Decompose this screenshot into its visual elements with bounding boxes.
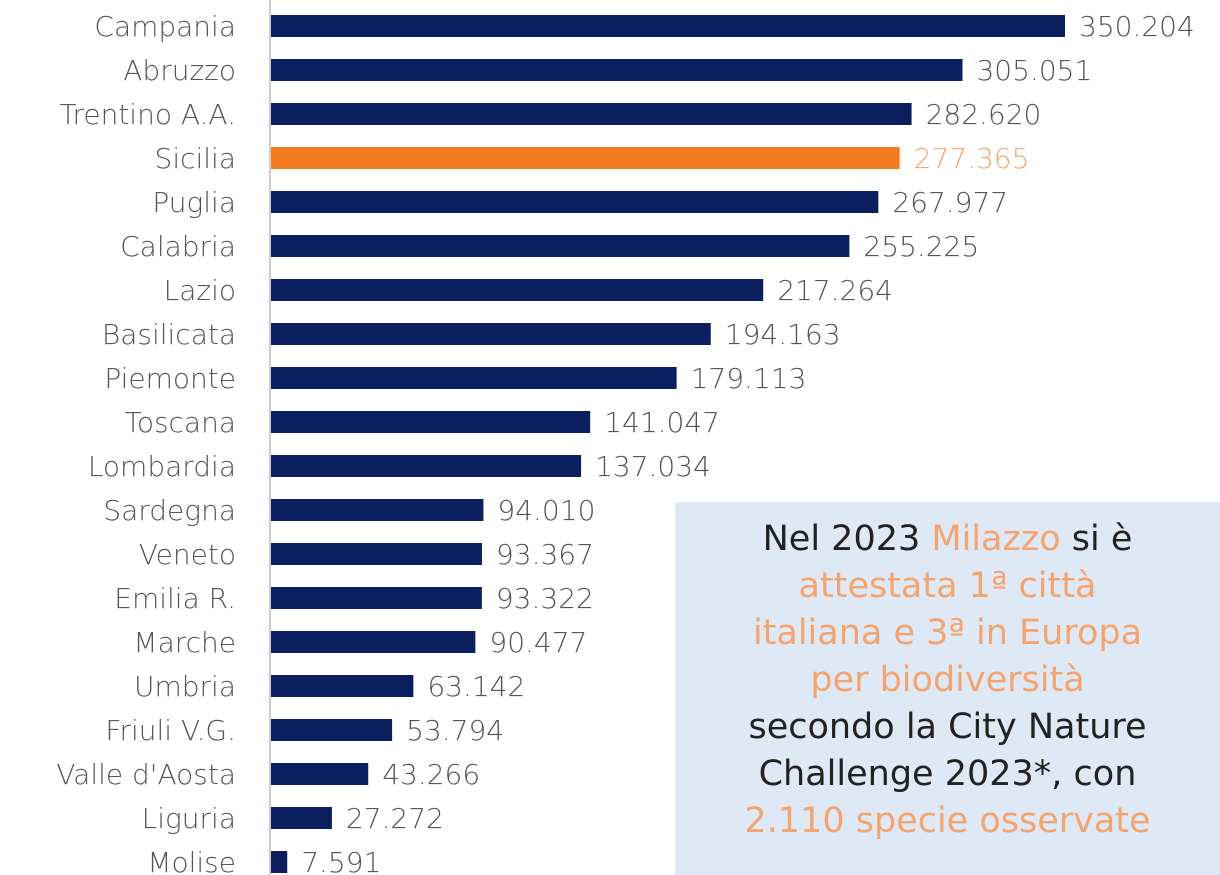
value-label: 53.794: [406, 714, 504, 747]
bar: [271, 411, 591, 433]
value-label: 194.163: [725, 318, 841, 351]
annotation-text: Challenge 2023*, con: [758, 754, 1137, 794]
annotation-text: italiana e 3ª in Europa: [752, 613, 1143, 653]
bar: [271, 191, 879, 213]
category-label: Calabria: [120, 230, 236, 263]
value-label: 93.322: [496, 582, 594, 615]
value-label: 93.367: [496, 538, 594, 571]
category-label: Molise: [147, 846, 236, 875]
category-label: Abruzzo: [123, 54, 236, 87]
category-label: Basilicata: [102, 318, 236, 351]
value-label: 267.977: [892, 186, 1008, 219]
value-label: 141.047: [604, 406, 720, 439]
annotation-line: Challenge 2023*, con: [675, 751, 1220, 798]
value-label: 94.010: [497, 494, 595, 527]
category-label: Toscana: [124, 406, 236, 439]
bar: [271, 15, 1065, 37]
annotation-line: italiana e 3ª in Europa: [675, 610, 1220, 657]
category-label: Marche: [133, 626, 236, 659]
bar: [271, 279, 764, 301]
bar: [271, 323, 711, 345]
value-label: 350.204: [1079, 10, 1195, 43]
category-label: Umbria: [134, 670, 236, 703]
bar: [271, 455, 582, 477]
bar: [271, 631, 476, 653]
annotation-text: Nel 2023: [762, 519, 932, 559]
bar: [271, 719, 393, 741]
value-label: 63.142: [427, 670, 525, 703]
annotation-text: Milazzo: [931, 519, 1061, 559]
category-label: Piemonte: [104, 362, 236, 395]
category-label: Emilia R.: [114, 582, 236, 615]
category-label: Valle d'Aosta: [56, 758, 236, 791]
annotation-text: secondo la City Nature: [748, 707, 1147, 747]
bar: [271, 499, 484, 521]
annotation-text: per biodiversità: [810, 660, 1085, 700]
bar: [271, 587, 482, 609]
category-label: Campania: [94, 10, 236, 43]
category-label: Puglia: [152, 186, 236, 219]
bar: [271, 147, 900, 169]
annotation-text: 2.110 specie osservate: [744, 801, 1151, 841]
bar: [271, 235, 850, 257]
value-label: 90.477: [489, 626, 587, 659]
category-label: Veneto: [139, 538, 236, 571]
value-label: 179.113: [691, 362, 807, 395]
value-label: 43.266: [382, 758, 480, 791]
bar: [271, 103, 912, 125]
bar: [271, 543, 482, 565]
value-label: 217.264: [777, 274, 893, 307]
bar: [271, 367, 677, 389]
value-label: 255.225: [863, 230, 979, 263]
category-label: Sardegna: [103, 494, 236, 527]
annotation-box: Nel 2023 Milazzo si è attestata 1ª città i…: [675, 502, 1220, 875]
category-label: Lazio: [164, 274, 236, 307]
annotation-line: secondo la City Nature: [675, 704, 1220, 751]
annotation-text: attestata 1ª città: [798, 566, 1097, 606]
category-label: Lombardia: [88, 450, 236, 483]
value-label: 27.272: [346, 802, 444, 835]
value-label: 282.620: [926, 98, 1042, 131]
bar: [271, 675, 414, 697]
value-label: 277.365: [914, 142, 1030, 175]
annotation-line: per biodiversità: [675, 657, 1220, 704]
bar: [271, 807, 332, 829]
bar: [271, 763, 369, 785]
category-label: Friuli V.G.: [105, 714, 236, 747]
value-label: 7.591: [301, 846, 381, 875]
bar: [271, 59, 963, 81]
value-label: 305.051: [976, 54, 1092, 87]
category-label: Sicilia: [155, 142, 236, 175]
annotation-line: Nel 2023 Milazzo si è: [675, 516, 1220, 563]
category-label: Trentino A.A.: [59, 98, 236, 131]
annotation-line: attestata 1ª città: [675, 563, 1220, 610]
category-label: Liguria: [142, 802, 236, 835]
annotation-line: 2.110 specie osservate: [675, 798, 1220, 845]
annotation-text: si è: [1060, 519, 1133, 559]
bar: [271, 851, 288, 873]
value-label: 137.034: [595, 450, 711, 483]
